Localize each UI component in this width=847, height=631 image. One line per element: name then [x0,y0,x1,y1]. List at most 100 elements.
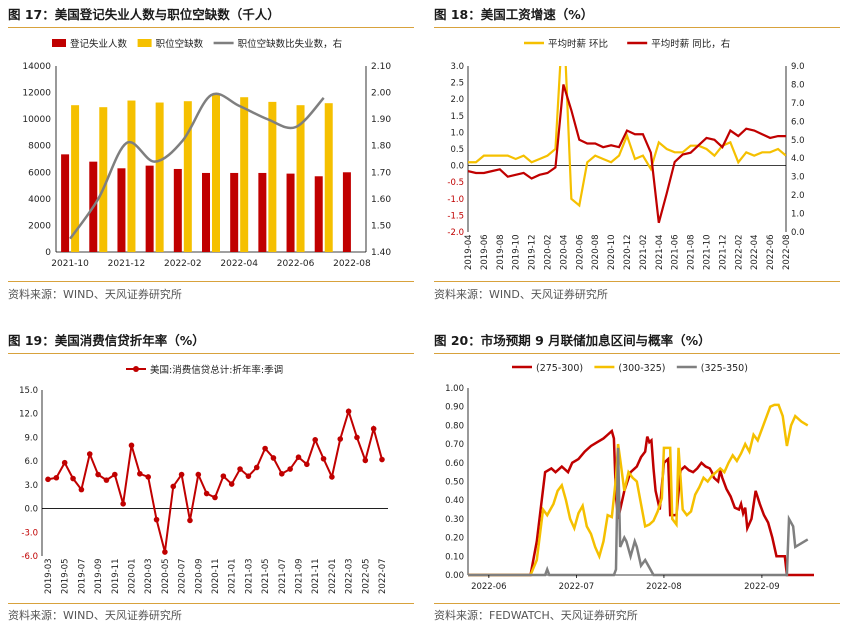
y-tick-label: 1.0 [450,128,464,138]
x-tick-label: 2020-10 [607,234,617,270]
data-point [103,477,110,483]
x-tick-label: 2022-04 [220,259,258,269]
data-point [362,457,369,464]
x-tick-label: 2020-01 [128,558,138,594]
data-point [379,456,385,463]
x-tick-label: 2022-06 [471,582,507,592]
y-tick-label: 0.5 [450,145,464,155]
y-tick-label: -3.0 [21,528,38,538]
y-tick-label: 14000 [22,62,51,72]
x-tick-label: 2022-08 [333,259,371,269]
y-tick-label: -1.5 [447,211,464,221]
data-point [228,481,235,487]
x-tick-label: 2022-03 [345,558,355,594]
x-tick-label: 2020-02 [544,234,554,270]
data-point [78,486,85,493]
x-tick-label: 2022-08 [782,234,792,270]
y-tick-label: 4000 [28,195,51,205]
y-tick-label: 2.0 [450,95,464,105]
fig18-title: 图 18：美国工资增速（%） [434,7,594,22]
x-tick-label: 2021-12 [718,234,728,270]
y-right-tick-label: 1.70 [371,168,391,178]
bar-unemployed [314,176,323,252]
x-tick-label: 2022-07 [378,558,388,594]
y-right-tick-label: 3.0 [791,173,805,183]
x-tick-label: 2020-11 [211,558,221,594]
x-tick-label: 2019-06 [480,234,490,270]
fig17-title: 图 17：美国登记失业人数与职位空缺数（千人） [8,7,280,22]
x-tick-label: 2019-04 [464,234,474,270]
x-tick-label: 2021-11 [311,558,321,594]
y-tick-label: 0.20 [445,534,464,544]
y-tick-label: 12000 [22,89,51,99]
data-point [220,473,227,479]
legend-label-0: (275-300) [536,363,583,374]
data-point [112,471,118,478]
x-tick-label: 2021-09 [295,558,305,594]
x-tick-label: 2019-10 [512,234,522,270]
fig17-source: 资料来源：WIND、天风证券研究所 [8,288,182,301]
bar-unemployed [117,168,126,252]
y-tick-label: 0.60 [445,459,464,469]
y-tick-label: 0.30 [445,515,464,525]
y-tick-label: 0.00 [445,571,464,581]
y-right-tick-label: 1.60 [371,195,391,205]
bar-vacancies [99,107,108,252]
y-tick-label: 1.00 [445,384,464,394]
data-point [128,442,135,449]
x-tick-label: 2019-09 [94,558,104,594]
y-right-tick-label: 1.0 [791,210,805,220]
panel-fig18: 图 18：美国工资增速（%） -2.0 -1.5 -1.0 -0.5 0.0 0.5 1.0… [434,4,840,304]
x-tick-label: 2022-04 [750,234,760,270]
x-tick-label: 2022-02 [734,234,744,270]
legend-label-2: (325-350) [701,363,748,374]
legend-label-0: 美国:消费信贷总计:折年率:季调 [150,364,283,376]
fig19-source: 资料来源：WIND、天风证券研究所 [8,609,182,622]
y-tick-label: 3.0 [450,62,464,72]
x-tick-label: 2021-10 [703,234,713,270]
legend-label-1: 职位空缺数 [156,38,204,50]
bar-unemployed [202,172,210,252]
bar-unemployed [145,165,154,252]
fig19-source-rule [8,603,414,604]
y-tick-label: 8000 [28,142,51,152]
legend-label-0: 平均时薪 环比 [548,38,608,50]
x-tick-label: 2020-04 [559,234,569,270]
y-tick-label: -2.0 [447,228,464,238]
data-point [237,466,243,472]
y-tick-label: 0.40 [445,496,464,506]
data-point [253,464,260,471]
y-tick-label: 0.0 [24,505,38,515]
y-tick-label: 2.5 [450,79,464,89]
data-point [187,517,193,524]
fig20-source: 资料来源：FEDWATCH、天风证券研究所 [434,609,638,622]
y-tick-label: 0 [45,248,51,258]
y-tick-label: 0.0 [450,162,464,172]
y-tick-label: 0.70 [445,440,464,450]
chart-rate-hike-probability: 0.00 0.10 0.20 0.30 0.40 0.50 0.60 0.70 0.80 0.90… [445,363,814,592]
x-tick-label: 2020-07 [178,558,188,594]
data-point [295,454,302,460]
legend-swatch-1 [137,39,152,47]
series-line-mom [468,66,786,208]
x-tick-label: 2022-08 [646,582,682,592]
data-point [212,494,218,501]
x-tick-label: 2019-07 [77,558,87,594]
y-tick-label: 2000 [28,221,51,231]
data-point [162,549,168,555]
data-point [245,473,252,479]
bar-unemployed [173,168,182,252]
legend-label-2: 职位空缺数比失业数，右 [238,38,343,50]
bar-vacancies [296,105,305,252]
data-point [170,483,177,490]
fig20-source-rule [434,603,840,604]
bar-vacancies [155,102,164,253]
data-point [270,455,277,461]
x-tick-label: 2021-02 [639,234,649,270]
x-tick-label: 2020-03 [144,558,154,594]
x-tick-label: 2019-03 [44,558,54,594]
x-tick-label: 2020-09 [194,558,204,594]
fig19-title-rule [8,353,414,354]
x-tick-label: 2021-08 [687,234,697,270]
data-point [95,471,101,478]
